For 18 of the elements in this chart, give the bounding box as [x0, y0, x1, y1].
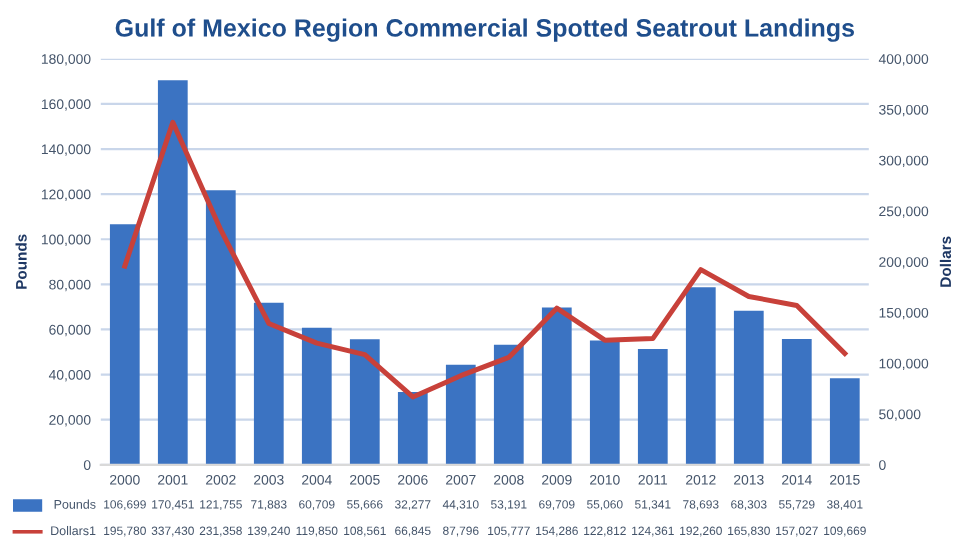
bar	[685, 287, 716, 465]
bar	[397, 392, 428, 465]
bar	[157, 80, 188, 465]
bar	[781, 339, 812, 465]
bar	[109, 224, 140, 465]
bar	[301, 327, 332, 465]
bar	[349, 339, 380, 465]
bar	[205, 190, 236, 465]
line-series	[122, 119, 848, 400]
bar	[733, 310, 764, 465]
bar	[829, 378, 860, 465]
bar	[445, 364, 476, 465]
bar	[541, 307, 572, 465]
bar	[589, 340, 620, 465]
bar	[253, 302, 284, 465]
bar	[493, 344, 524, 465]
bar	[637, 349, 668, 465]
chart-title: Gulf of Mexico Region Commercial Spotted Seatrout Landings	[115, 18, 854, 42]
